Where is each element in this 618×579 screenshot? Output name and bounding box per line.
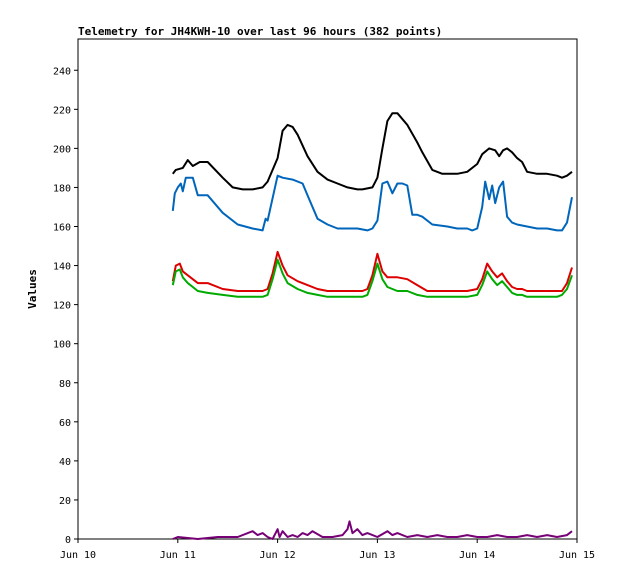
y-tick-label: 200 — [53, 144, 71, 155]
y-tick-label: 140 — [53, 262, 71, 273]
y-tick-label: 160 — [53, 223, 71, 234]
y-tick-label: 180 — [53, 183, 71, 194]
x-axis-ticks: Jun 10 Jun 11 Jun 12 Jun 13 Jun 14 Jun 15 — [60, 539, 595, 561]
x-tick-label: Jun 11 — [160, 550, 196, 561]
series-line-3 — [171, 250, 573, 292]
y-tick-label: 20 — [59, 496, 71, 507]
series-line-5 — [172, 520, 573, 540]
y-axis-label: Values — [26, 269, 39, 309]
series-line-2 — [171, 174, 573, 232]
x-tick-label: Jun 14 — [459, 550, 495, 561]
y-axis-ticks: 0 20 40 60 80 100 120 140 160 180 200 220 240 — [53, 66, 78, 546]
series-lines — [171, 112, 573, 540]
plot-frame — [77, 38, 578, 540]
chart-title: Telemetry for JH4KWH-10 over last 96 hou… — [78, 25, 442, 38]
series-line-4 — [171, 258, 573, 298]
y-tick-label: 120 — [53, 301, 71, 312]
y-tick-label: 220 — [53, 105, 71, 116]
y-tick-label: 0 — [65, 535, 71, 546]
y-tick-label: 60 — [59, 418, 71, 429]
x-tick-label: Jun 10 — [60, 550, 96, 561]
x-tick-label: Jun 13 — [359, 550, 395, 561]
y-tick-label: 80 — [59, 379, 71, 390]
series-line-1 — [172, 112, 573, 191]
y-tick-label: 240 — [53, 66, 71, 77]
y-tick-label: 40 — [59, 457, 71, 468]
x-tick-label: Jun 12 — [260, 550, 296, 561]
y-tick-label: 100 — [53, 340, 71, 351]
x-tick-label: Jun 15 — [559, 550, 595, 561]
